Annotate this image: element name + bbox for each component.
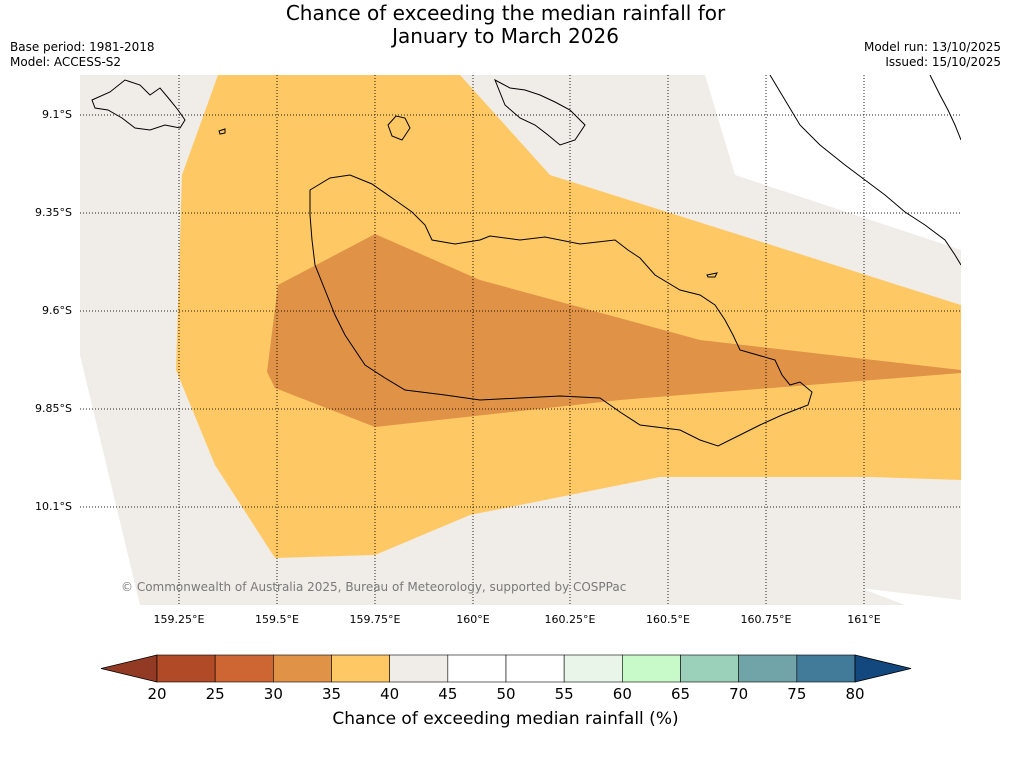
lon-label-5: 160.25°E xyxy=(544,613,596,626)
colorbar-tick-60: 60 xyxy=(612,685,632,703)
colorbar-tick-80: 80 xyxy=(845,685,865,703)
title-line-1: Chance of exceeding the median rainfall … xyxy=(285,1,726,25)
lat-label-2: 9.35°S xyxy=(35,206,72,219)
islands-florida xyxy=(494,78,586,146)
colorbar-segment-1 xyxy=(214,654,274,683)
gridlines xyxy=(80,75,961,605)
lon-label-2: 159.5°E xyxy=(255,613,299,626)
base-period: Base period: 1981-2018 xyxy=(10,40,155,54)
colorbar-segment-9 xyxy=(680,654,739,683)
colorbar-segment-5 xyxy=(447,654,507,683)
colorbar-under-arrow xyxy=(100,654,158,683)
coast-malaita-north xyxy=(929,75,961,141)
islands-northwest xyxy=(91,79,186,131)
colorbar-title: Chance of exceeding median rainfall (%) xyxy=(332,709,679,729)
zone-30-35 xyxy=(267,234,961,427)
coast-malaita xyxy=(769,75,961,266)
colorbar-tick-20: 20 xyxy=(147,685,167,703)
colorbar-tick-70: 70 xyxy=(729,685,749,703)
colorbar-tick-35: 35 xyxy=(321,685,342,703)
colorbar-tick-65: 65 xyxy=(670,685,691,703)
colorbar-tick-25: 25 xyxy=(205,685,225,703)
lat-label-1: 9.1°S xyxy=(42,108,72,121)
islet-west xyxy=(218,128,226,135)
colorbar-tick-40: 40 xyxy=(380,685,400,703)
lon-label-7: 160.75°E xyxy=(740,613,792,626)
colorbar-over-arrow xyxy=(854,654,912,683)
colorbar-segment-8 xyxy=(622,654,681,683)
lon-label-4: 160°E xyxy=(456,613,490,626)
colorbar-segment-6 xyxy=(505,654,565,683)
colorbar-segment-10 xyxy=(738,654,798,683)
colorbar-segment-0 xyxy=(156,654,216,683)
map-panel xyxy=(80,75,961,605)
zone-white-bl xyxy=(80,355,140,605)
lat-label-5: 10.1°S xyxy=(35,500,72,513)
colorbar-segment-2 xyxy=(273,654,332,683)
model-name: Model: ACCESS-S2 xyxy=(10,55,122,69)
colorbar-segment-4 xyxy=(389,654,449,683)
lat-label-3: 9.6°S xyxy=(42,304,72,317)
island-guadalcanal xyxy=(309,174,813,447)
colorbar-segment-11 xyxy=(796,654,856,683)
colorbar-segment-7 xyxy=(563,654,623,683)
colorbar-segment-3 xyxy=(331,654,390,683)
zone-40-50 xyxy=(705,75,961,250)
lon-label-6: 160.5°E xyxy=(646,613,690,626)
colorbar-tick-75: 75 xyxy=(787,685,807,703)
colorbar-tick-50: 50 xyxy=(496,685,516,703)
colorbar-tick-55: 55 xyxy=(554,685,574,703)
colorbar-tick-45: 45 xyxy=(438,685,458,703)
islet-east xyxy=(706,272,718,278)
lon-label-3: 159.75°E xyxy=(349,613,401,626)
island-small-north xyxy=(387,115,411,141)
lon-label-1: 159.25°E xyxy=(153,613,205,626)
copyright-notice: © Commonwealth of Australia 2025, Bureau… xyxy=(121,580,627,594)
model-run: Model run: 13/10/2025 xyxy=(863,40,1001,54)
coastlines xyxy=(91,75,961,447)
lat-label-4: 9.85°S xyxy=(35,402,72,415)
zone-white-br xyxy=(860,588,961,605)
lon-label-8: 161°E xyxy=(847,613,881,626)
title-line-2: January to March 2026 xyxy=(392,24,619,48)
colorbar-tick-30: 30 xyxy=(263,685,283,703)
issued-date: Issued: 15/10/2025 xyxy=(885,55,1001,69)
colorbar xyxy=(100,654,912,683)
